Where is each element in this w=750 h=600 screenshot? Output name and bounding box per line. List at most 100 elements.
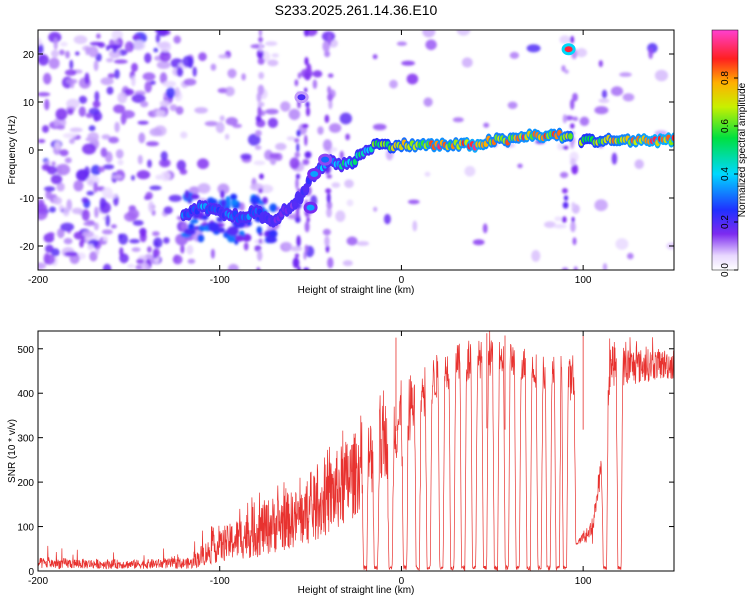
heat-cell bbox=[97, 42, 106, 48]
y-tick-label: -20 bbox=[20, 242, 35, 253]
heat-cell bbox=[254, 245, 262, 252]
heat-cell bbox=[132, 34, 141, 41]
heat-cell bbox=[182, 55, 194, 68]
heat-cell bbox=[86, 190, 95, 196]
heat-streak-cell bbox=[303, 251, 307, 260]
heat-streak-cell bbox=[572, 116, 579, 122]
heat-cell bbox=[89, 251, 98, 262]
heat-cell bbox=[544, 221, 556, 229]
heat-cell bbox=[401, 60, 415, 66]
heat-streak-cell bbox=[295, 177, 299, 190]
heat-cell bbox=[564, 69, 569, 74]
heat-streak-cell bbox=[255, 130, 262, 137]
x-tick-label: -200 bbox=[28, 275, 48, 286]
heat-streak-cell bbox=[294, 253, 300, 258]
heat-streak-cell bbox=[304, 151, 312, 159]
heat-cell bbox=[186, 244, 194, 255]
heat-streak-cell bbox=[301, 123, 309, 129]
heat-cell bbox=[48, 31, 62, 43]
spectrogram-x-ticks: -200 -100 0 100 bbox=[28, 30, 592, 286]
heat-cell bbox=[71, 207, 83, 215]
heat-streak-cell bbox=[570, 221, 576, 233]
colorbar-tick-label: 0.0 bbox=[720, 263, 731, 277]
heat-streak-cell bbox=[258, 72, 265, 80]
heat-cell bbox=[594, 199, 608, 212]
heat-cell bbox=[87, 244, 94, 251]
heat-streak-cell bbox=[562, 114, 567, 124]
heat-streak-cell bbox=[561, 267, 569, 270]
heat-cell bbox=[219, 115, 225, 122]
heat-cell bbox=[554, 216, 563, 222]
heat-streak-cell bbox=[324, 114, 330, 124]
ridge-cell bbox=[303, 186, 309, 193]
heat-cell bbox=[45, 244, 54, 253]
heat-cell bbox=[92, 100, 101, 108]
heat-streak-cell bbox=[573, 266, 578, 270]
heat-cell bbox=[159, 50, 171, 62]
heat-cell bbox=[117, 92, 128, 104]
heat-streak-cell bbox=[296, 129, 301, 137]
heat-cell bbox=[107, 44, 122, 49]
ridge-cell bbox=[568, 133, 573, 140]
heat-cell bbox=[65, 50, 70, 59]
x-tick-label: 0 bbox=[399, 576, 405, 587]
heat-streak-cell bbox=[294, 79, 299, 87]
heat-cell bbox=[38, 37, 42, 47]
heat-cell bbox=[51, 161, 56, 166]
heat-streak-cell bbox=[306, 63, 312, 74]
heat-cell bbox=[73, 231, 85, 240]
heat-cell bbox=[559, 35, 571, 45]
heat-streak-cell bbox=[292, 257, 300, 269]
heat-cell bbox=[210, 248, 215, 259]
heat-cell bbox=[101, 134, 111, 140]
heat-streak-cell bbox=[562, 201, 569, 209]
heat-cell bbox=[85, 47, 90, 56]
heat-cell bbox=[137, 154, 143, 165]
heat-cell bbox=[344, 179, 354, 188]
heat-streak-cell bbox=[561, 188, 568, 194]
y-tick-label: 200 bbox=[17, 478, 34, 489]
heat-cell bbox=[56, 182, 65, 192]
heat-cell bbox=[51, 49, 59, 58]
heat-cell bbox=[66, 78, 78, 85]
heat-cell bbox=[129, 238, 140, 244]
heat-cell bbox=[267, 117, 278, 128]
heat-streak-cell bbox=[295, 206, 300, 219]
x-tick-label: 0 bbox=[399, 275, 405, 286]
heat-cell bbox=[422, 30, 436, 38]
heat-cell bbox=[160, 171, 171, 182]
heat-cell bbox=[267, 59, 279, 67]
heat-cell bbox=[48, 57, 60, 69]
heat-cell bbox=[131, 75, 136, 87]
heat-cell bbox=[396, 41, 407, 46]
colorbar-tick-label: 0.2 bbox=[720, 215, 731, 229]
heat-cell bbox=[346, 236, 358, 246]
heat-cell bbox=[73, 180, 84, 192]
heat-cell bbox=[217, 88, 228, 93]
heat-cluster-cell bbox=[265, 236, 277, 244]
y-tick-label: 10 bbox=[23, 98, 35, 109]
y-tick-label: 20 bbox=[23, 50, 35, 61]
heat-cell bbox=[99, 197, 107, 209]
x-tick-label: 100 bbox=[575, 576, 592, 587]
heat-streak-cell bbox=[256, 267, 261, 270]
heat-streak-cell bbox=[571, 216, 575, 223]
heat-cell bbox=[87, 132, 99, 142]
heat-cell bbox=[173, 35, 181, 44]
heat-cell bbox=[67, 108, 74, 115]
heat-cell bbox=[137, 120, 149, 125]
heat-cell bbox=[96, 33, 101, 39]
heat-cell bbox=[176, 160, 186, 171]
heat-cell bbox=[452, 117, 464, 123]
heat-cell bbox=[148, 200, 154, 213]
spectrogram-cells bbox=[38, 30, 674, 270]
heat-cell bbox=[175, 106, 184, 115]
heat-streak-cell bbox=[257, 57, 265, 65]
heat-cell bbox=[114, 121, 120, 133]
heat-cell bbox=[425, 39, 437, 51]
heat-cell bbox=[38, 139, 46, 144]
heat-cell bbox=[389, 79, 398, 89]
heat-cell bbox=[81, 209, 90, 222]
heat-streak-cell bbox=[304, 221, 310, 233]
